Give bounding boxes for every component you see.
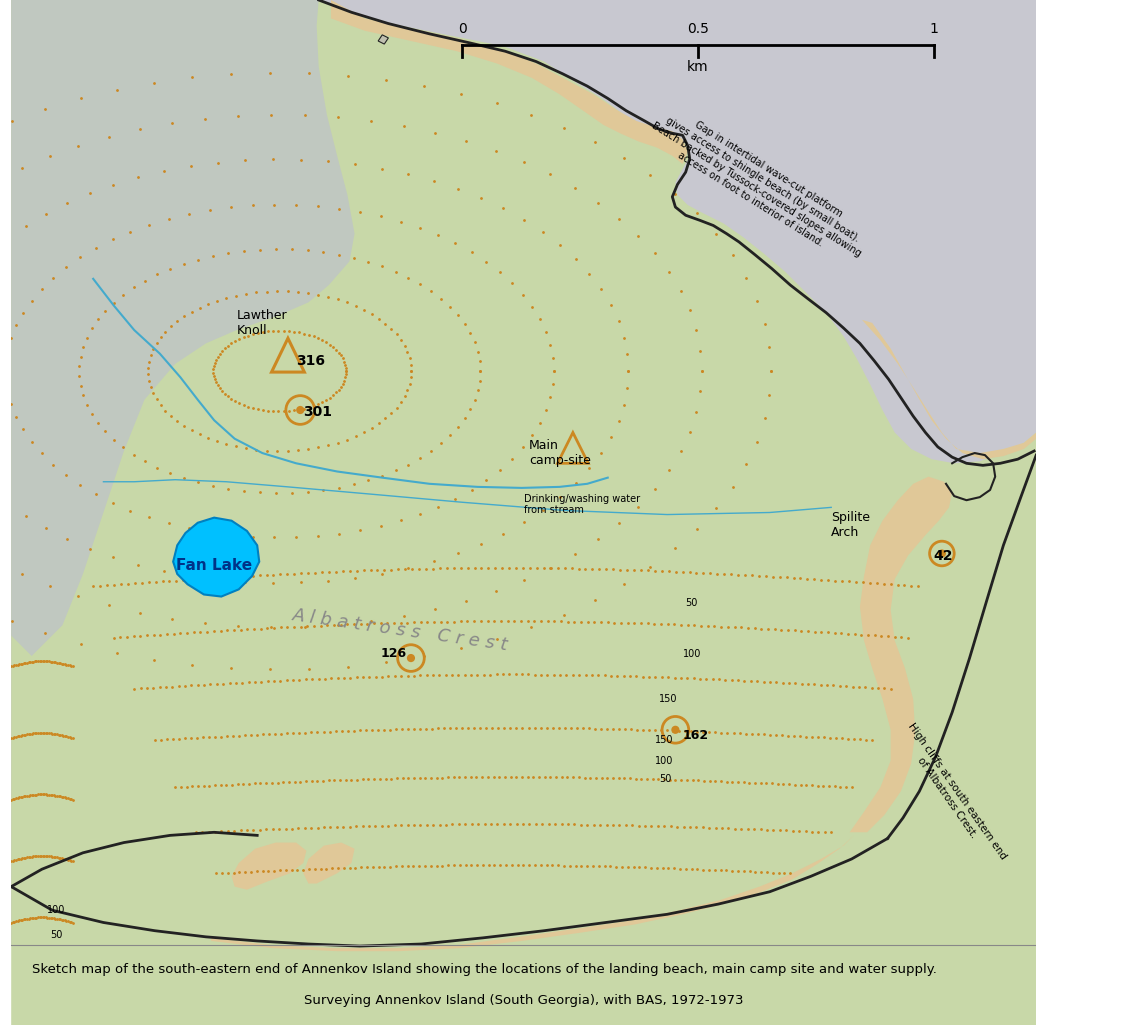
Polygon shape [378, 35, 389, 44]
Text: 150: 150 [655, 735, 674, 745]
Polygon shape [211, 835, 854, 951]
Text: Spilite
Arch: Spilite Arch [831, 510, 870, 539]
Text: 50: 50 [50, 930, 62, 940]
Polygon shape [11, 945, 1036, 1025]
Polygon shape [331, 0, 687, 164]
Polygon shape [174, 518, 260, 597]
Text: 301: 301 [303, 405, 332, 419]
Text: Sketch map of the south-eastern end of Annenkov Island showing the locations of : Sketch map of the south-eastern end of A… [32, 964, 937, 976]
Text: 100: 100 [655, 755, 674, 766]
Text: 100: 100 [683, 649, 701, 659]
Text: 316: 316 [296, 354, 325, 368]
Text: Lawther
Knoll: Lawther Knoll [237, 309, 287, 337]
Circle shape [938, 549, 946, 558]
Text: Fan Lake: Fan Lake [176, 559, 252, 573]
Text: A l b a t r o s s   C r e s t: A l b a t r o s s C r e s t [291, 607, 509, 654]
Polygon shape [862, 320, 1036, 459]
Text: 150: 150 [659, 694, 677, 704]
Circle shape [671, 726, 679, 734]
Polygon shape [11, 0, 355, 656]
Text: 126: 126 [380, 648, 406, 660]
Polygon shape [11, 0, 1036, 1025]
Text: Main
camp-site: Main camp-site [528, 439, 591, 467]
Circle shape [296, 406, 304, 414]
Circle shape [407, 654, 415, 662]
Text: Gap in intertidal wave-cut platform
gives access to shingle beach (by small boat: Gap in intertidal wave-cut platform give… [644, 100, 875, 269]
Text: km: km [687, 59, 709, 74]
Text: 50: 50 [659, 774, 671, 784]
Polygon shape [231, 843, 306, 890]
Text: High cliffs at south eastern end
of Albatross Crest.: High cliffs at south eastern end of Alba… [896, 721, 1008, 868]
Text: 50: 50 [686, 598, 699, 608]
Text: 42: 42 [933, 548, 954, 563]
Text: Drinking/washing water
from stream: Drinking/washing water from stream [524, 493, 640, 516]
Text: 162: 162 [683, 730, 709, 742]
Text: Surveying Annenkov Island (South Georgia), with BAS, 1972-1973: Surveying Annenkov Island (South Georgia… [304, 994, 744, 1007]
Text: 0: 0 [458, 22, 466, 36]
Text: 0.5: 0.5 [687, 22, 709, 36]
Polygon shape [849, 477, 953, 832]
Text: 1: 1 [929, 22, 938, 36]
Text: 100: 100 [48, 905, 66, 915]
Polygon shape [303, 843, 355, 884]
Polygon shape [11, 0, 1036, 1025]
